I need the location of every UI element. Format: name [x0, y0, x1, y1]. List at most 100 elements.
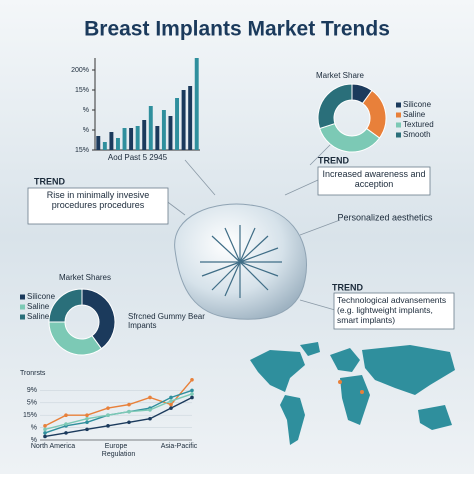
legend-swatch	[396, 122, 401, 128]
connector	[299, 219, 341, 236]
trend-box	[333, 292, 455, 330]
x-tick-label: North America	[31, 443, 75, 450]
legend-swatch	[20, 294, 25, 300]
y-tick-label: 200%	[71, 67, 89, 74]
trend-text: Increased awareness and acception	[322, 169, 426, 189]
point	[85, 413, 89, 418]
world-map	[250, 342, 455, 445]
bar	[168, 116, 173, 150]
trend-box	[27, 187, 169, 225]
trend-text: Technological advansements (e.g. lightwe…	[337, 295, 447, 325]
annotation: Sfrcned Gummy Bear Impants	[128, 312, 205, 330]
trend-label: TREND	[34, 176, 65, 186]
line	[44, 393, 193, 431]
bar	[175, 98, 179, 150]
y-tick-label: %	[31, 437, 37, 444]
point	[43, 434, 47, 439]
connector	[299, 299, 336, 311]
legend-label: Saline	[403, 110, 426, 119]
point	[190, 377, 194, 382]
legend-label: Saline	[27, 302, 50, 311]
chart-title: Tronrsts	[20, 370, 46, 377]
legend-label: Silicone	[403, 100, 432, 109]
trend-box	[317, 166, 431, 196]
donut-segment	[81, 288, 116, 350]
y-tick-label: 5%	[27, 400, 37, 407]
point	[169, 399, 173, 403]
point	[85, 416, 89, 421]
point	[43, 431, 47, 435]
bar	[135, 126, 140, 150]
donut-segment	[48, 321, 103, 356]
implant	[174, 203, 307, 320]
x-axis-label: Regulation	[102, 451, 136, 458]
connector	[284, 179, 319, 196]
annotation: Sfrcned Gummy Bear Impants	[128, 312, 205, 330]
point	[127, 420, 131, 425]
point	[127, 402, 131, 407]
point	[85, 420, 89, 425]
bar	[102, 142, 107, 150]
point	[43, 424, 47, 428]
x-tick-label: Asia-Pacific	[161, 443, 198, 450]
y-tick-label: 15%	[75, 87, 89, 94]
bar	[109, 132, 114, 150]
trend-text: Technological advansements (e.g. lightwe…	[337, 295, 447, 325]
point	[64, 431, 68, 435]
point	[64, 413, 68, 418]
legend-label: Saline	[27, 312, 50, 321]
point	[169, 402, 173, 407]
point	[106, 424, 110, 428]
trend-label: TREND	[318, 155, 349, 165]
bar	[161, 110, 166, 150]
y-tick-label: %	[31, 424, 37, 431]
y-tick-label: 9%	[27, 387, 37, 394]
point	[169, 406, 173, 410]
legend-swatch	[396, 112, 401, 118]
chart-title: Market Shares	[59, 273, 111, 282]
legend-label: Textured	[403, 120, 434, 129]
legend-swatch	[396, 102, 401, 108]
line	[44, 396, 193, 438]
point	[148, 408, 152, 412]
trend-text: Personalized aesthetics	[337, 212, 433, 222]
bar	[188, 86, 193, 150]
point	[43, 427, 47, 432]
point	[127, 409, 131, 414]
donut-segment	[48, 288, 83, 323]
bar	[155, 126, 160, 150]
point	[190, 392, 194, 396]
bar	[122, 128, 127, 150]
bar	[116, 138, 120, 150]
y-tick-label: 15%	[23, 412, 37, 419]
x-tick-label: Europe	[105, 443, 128, 450]
legend-swatch	[396, 132, 401, 138]
point	[106, 406, 110, 410]
point	[190, 395, 194, 400]
point	[148, 395, 152, 400]
bar	[148, 106, 153, 150]
title: Breast Implants Market Trends	[84, 18, 390, 41]
legend-label: Silicone	[27, 292, 56, 301]
point	[148, 416, 152, 421]
y-tick-label: 15%	[75, 147, 89, 154]
point	[64, 422, 68, 426]
legend-label: Smooth	[403, 130, 431, 139]
line	[44, 379, 193, 427]
bar	[181, 90, 186, 150]
point	[190, 388, 194, 393]
trend-label: TREND	[332, 282, 363, 292]
legend-swatch	[20, 304, 25, 310]
y-tick-label: %	[83, 107, 89, 114]
point	[169, 395, 173, 400]
caption: Aod Past 5 2945	[108, 153, 168, 162]
y-tick-label: %	[83, 127, 89, 134]
trend-text: Rise in minimally invesive procedures pr…	[46, 190, 150, 210]
trend-text: Increased awareness and acception	[322, 169, 426, 189]
point	[85, 427, 89, 432]
bar	[194, 58, 199, 150]
donut-segment	[317, 83, 353, 130]
legend-swatch	[20, 314, 25, 320]
map-dot	[360, 390, 364, 394]
